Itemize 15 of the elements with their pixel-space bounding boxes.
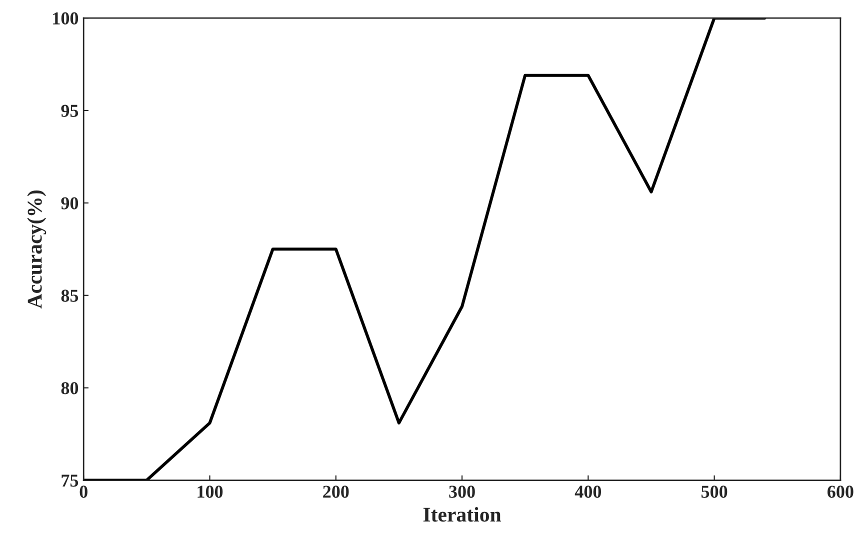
x-tick-label: 100	[198, 486, 223, 498]
y-axis-title: Accuracy(%)	[27, 190, 46, 309]
y-tick-label: 100	[53, 12, 78, 24]
x-tick-label: 600	[828, 486, 854, 498]
x-tick-label: 200	[323, 486, 349, 498]
x-tick-label: 300	[449, 486, 475, 498]
y-tick-label: 95	[61, 104, 78, 117]
y-tick-label: 90	[61, 197, 78, 210]
x-tick-label: 0	[80, 486, 88, 498]
x-tick-label: 400	[574, 486, 602, 498]
y-tick-label: 75	[62, 474, 78, 487]
y-tick-label: 80	[61, 382, 78, 394]
x-axis-title: Iteration	[423, 507, 502, 522]
y-tick-label: 85	[61, 290, 78, 302]
x-tick-label: 500	[701, 486, 728, 498]
